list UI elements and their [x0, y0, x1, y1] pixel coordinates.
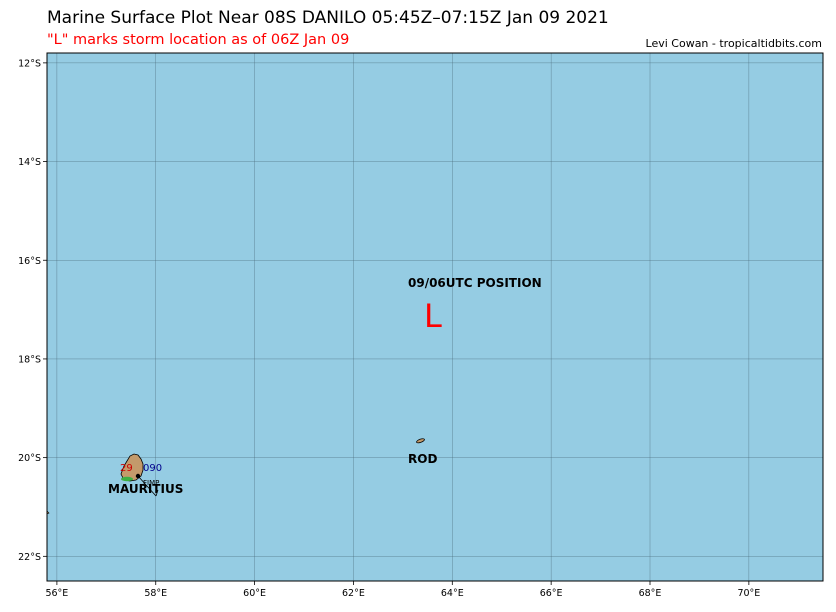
tick-label-lon: 62°E [342, 588, 365, 599]
tick-label-lon: 64°E [441, 588, 464, 599]
tick-label-lon: 68°E [639, 588, 662, 599]
axis-ticks: 56°E 58°E 60°E 62°E 64°E 66°E 68°E 70°E 12°S 14°S… [18, 58, 760, 599]
obs-pressure: 090 [143, 463, 162, 474]
wind-barb-icon [137, 475, 157, 497]
obs-station-id: FIMP [143, 479, 159, 487]
rodrigues-label: ROD [408, 452, 437, 466]
wind-barb-tick [155, 489, 159, 497]
tick-label-lon: 58°E [144, 588, 167, 599]
tick-label-lon: 70°E [737, 588, 760, 599]
tick-label-lon: 66°E [540, 588, 563, 599]
tick-label-lat: 12°S [18, 58, 41, 69]
tick-label-lat: 18°S [18, 354, 41, 365]
mauritius-label: MAURITIUS [108, 482, 183, 496]
tick-label-lat: 20°S [18, 453, 41, 464]
obs-temperature: 29 [120, 463, 133, 474]
credit-text: Levi Cowan - tropicaltidbits.com [645, 37, 822, 50]
tick-label-lon: 60°E [243, 588, 266, 599]
station-marker-shadow [121, 476, 133, 482]
ocean-area [47, 53, 823, 581]
tick-label-lon: 56°E [45, 588, 68, 599]
tick-label-lat: 16°S [18, 256, 41, 267]
station-plot[interactable]: 29 090 FIMP [120, 463, 162, 497]
storm-marker: L [424, 297, 442, 335]
tick-label-lat: 14°S [18, 157, 41, 168]
map-subtitle: "L" marks storm location as of 06Z Jan 0… [47, 32, 350, 48]
storm-position-label: 09/06UTC POSITION [408, 276, 542, 290]
gridlines [47, 53, 823, 581]
map-frame [46, 52, 824, 582]
map-title: Marine Surface Plot Near 08S DANILO 05:4… [47, 8, 609, 28]
rodrigues-island [416, 438, 425, 444]
tick-label-lat: 22°S [18, 552, 41, 563]
